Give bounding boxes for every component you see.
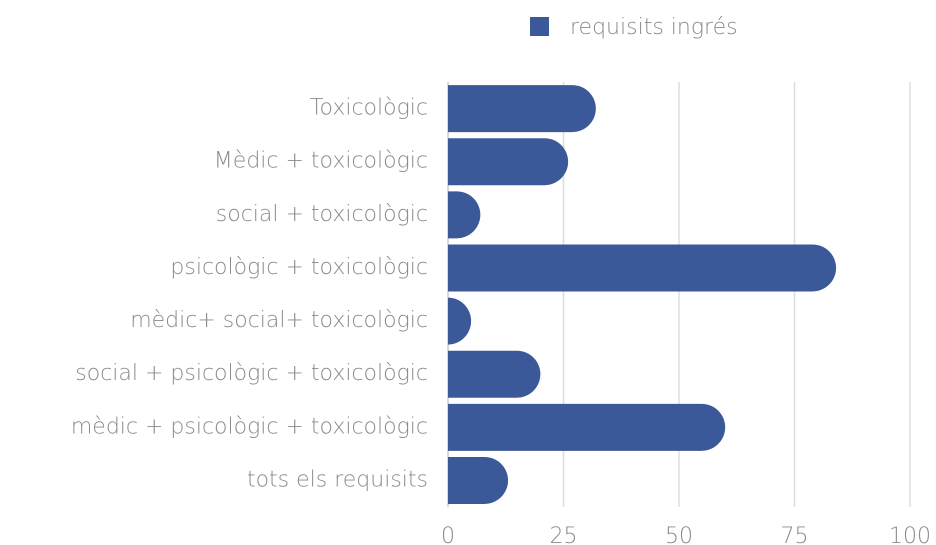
y-tick-label: psicològic + toxicològic <box>170 255 428 280</box>
x-tick-label: 100 <box>889 524 931 545</box>
x-tick-label: 0 <box>441 524 455 545</box>
legend-label: requisits ingrés <box>570 15 738 40</box>
bar <box>448 403 726 451</box>
x-tick-label: 75 <box>781 524 809 545</box>
bar <box>448 350 541 398</box>
bar <box>448 138 569 186</box>
y-tick-label: mèdic + psicològic + toxicològic <box>71 414 428 439</box>
bar <box>448 85 596 133</box>
legend-swatch <box>530 17 549 36</box>
y-tick-label: social + toxicològic <box>216 202 428 227</box>
x-tick-label: 25 <box>550 524 578 545</box>
y-tick-label: social + psicològic + toxicològic <box>75 361 428 386</box>
bar <box>448 244 837 292</box>
y-tick-label: Mèdic + toxicològic <box>214 149 428 174</box>
bar <box>448 456 509 504</box>
y-tick-label: Toxicològic <box>310 96 428 121</box>
bar <box>448 191 481 239</box>
y-tick-label: tots els requisits <box>247 467 428 492</box>
x-tick-label: 50 <box>665 524 693 545</box>
y-tick-label: mèdic+ social+ toxicològic <box>130 308 428 333</box>
bar <box>448 297 472 345</box>
